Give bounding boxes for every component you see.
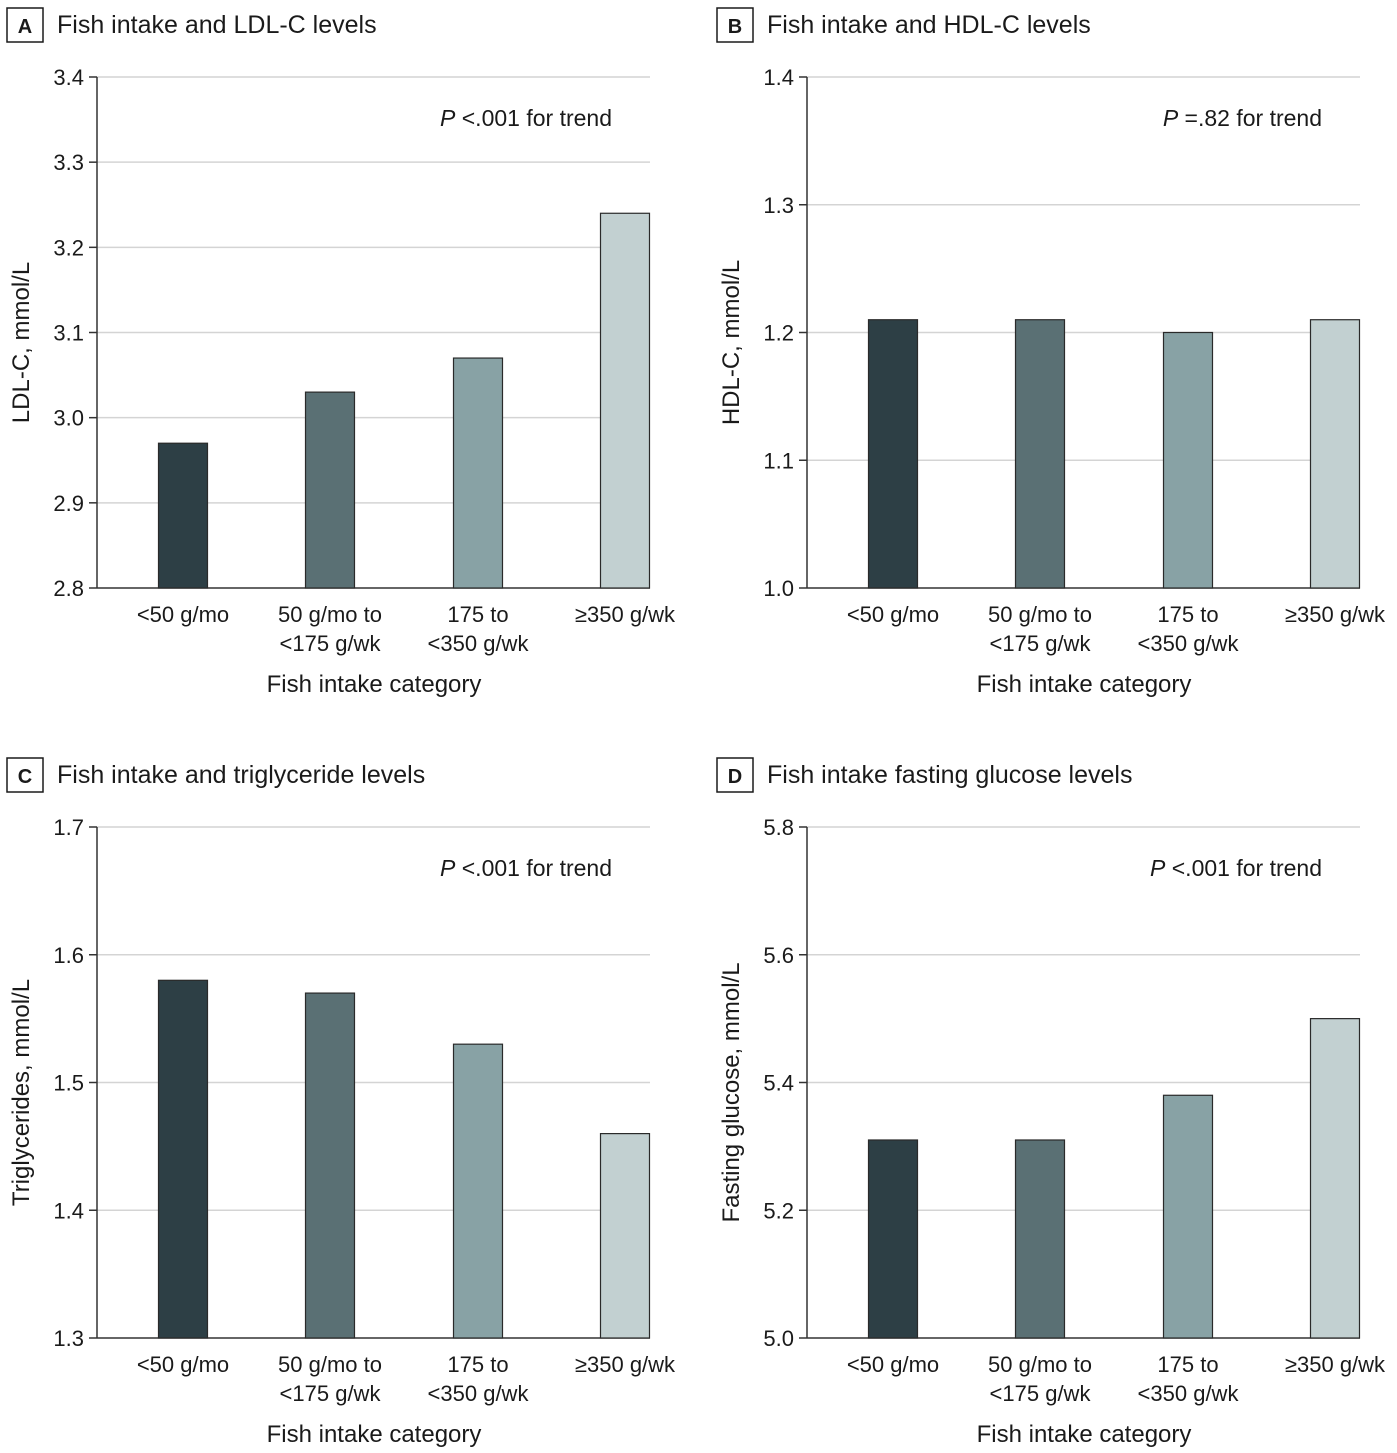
y-tick-label: 3.1	[53, 321, 84, 346]
x-tick-label: ≥350 g/wk	[1285, 602, 1386, 627]
y-tick-label: 1.5	[53, 1071, 84, 1096]
y-tick-label: 1.2	[763, 321, 794, 346]
p-value-annotation: P =.82 for trend	[1163, 105, 1322, 131]
bar	[599, 212, 651, 589]
panel-title: Fish intake and HDL-C levels	[767, 11, 1091, 39]
chart-panel-b: B Fish intake and HDL-C levels 1.0 1.1 1.2 1.…	[716, 7, 1386, 698]
p-value-annotation: P <.001 for trend	[440, 855, 612, 881]
y-tick-label: 1.4	[53, 1198, 84, 1223]
x-tick-label: 175 to <350 g/wk	[428, 1352, 530, 1406]
y-tick-label: 5.2	[763, 1198, 794, 1223]
y-tick-label: 5.8	[763, 815, 794, 840]
x-tick-label: 175 to <350 g/wk	[1138, 602, 1240, 656]
y-tick-label: 3.0	[53, 406, 84, 431]
bar	[304, 992, 356, 1339]
bar	[1162, 1094, 1214, 1339]
bar	[1162, 331, 1214, 589]
y-axis-label: LDL-C, mmol/L	[8, 262, 35, 423]
x-axis-label: Fish intake category	[977, 671, 1192, 698]
bar	[157, 979, 209, 1339]
x-axis-label: Fish intake category	[267, 671, 482, 698]
x-tick-label: ≥350 g/wk	[575, 1352, 676, 1377]
x-tick-label: 175 to <350 g/wk	[428, 602, 530, 656]
bar	[452, 357, 504, 589]
y-tick-label: 1.1	[763, 448, 794, 473]
panel-letter: C	[18, 766, 32, 788]
x-tick-label: 175 to <350 g/wk	[1138, 1352, 1240, 1406]
y-tick-label: 1.4	[763, 65, 794, 90]
chart-panel-c: C Fish intake and triglyceride levels 1.3 1…	[6, 757, 676, 1448]
bar	[452, 1043, 504, 1339]
panel-title: Fish intake and LDL-C levels	[57, 11, 377, 39]
panel-letter-box	[716, 757, 754, 793]
chart-panel-a: A Fish intake and LDL-C levels 2.8 2.9 3.0 3.…	[6, 7, 676, 698]
y-tick-label: 1.3	[763, 193, 794, 218]
y-tick-label: 2.9	[53, 491, 84, 516]
x-tick-label: <50 g/mo	[137, 602, 229, 627]
panel-letter: D	[728, 766, 742, 788]
bar	[867, 1139, 919, 1339]
x-tick-label: <50 g/mo	[847, 1352, 939, 1377]
y-tick-label: 3.4	[53, 65, 84, 90]
bar	[1309, 319, 1361, 589]
y-tick-label: 2.8	[53, 576, 84, 601]
y-tick-label: 5.0	[763, 1326, 794, 1351]
y-axis-label: HDL-C, mmol/L	[718, 260, 745, 425]
panel-title: Fish intake fasting glucose levels	[767, 761, 1132, 789]
x-tick-label: 50 g/mo to <175 g/wk	[988, 1352, 1092, 1406]
chart-panel-d: D Fish intake fasting glucose levels 5.0 5.…	[716, 757, 1386, 1448]
panel-title: Fish intake and triglyceride levels	[57, 761, 425, 789]
bar	[1014, 319, 1066, 589]
x-axis-label: Fish intake category	[977, 1421, 1192, 1448]
x-tick-label: <50 g/mo	[847, 602, 939, 627]
p-value-annotation: P <.001 for trend	[440, 105, 612, 131]
bar	[157, 442, 209, 589]
panel-letter-box	[6, 7, 44, 43]
y-tick-label: 5.4	[763, 1071, 794, 1096]
x-tick-label: ≥350 g/wk	[575, 602, 676, 627]
x-tick-label: 50 g/mo to <175 g/wk	[988, 602, 1092, 656]
y-tick-label: 1.7	[53, 815, 84, 840]
bar	[1309, 1018, 1361, 1339]
y-tick-label: 1.6	[53, 943, 84, 968]
y-tick-label: 1.0	[763, 576, 794, 601]
x-tick-label: <50 g/mo	[137, 1352, 229, 1377]
bar	[867, 319, 919, 589]
x-axis-label: Fish intake category	[267, 1421, 482, 1448]
panel-letter: B	[728, 16, 742, 38]
panel-letter-box	[6, 757, 44, 793]
p-value-annotation: P <.001 for trend	[1150, 855, 1322, 881]
bar	[304, 391, 356, 589]
x-tick-label: ≥350 g/wk	[1285, 1352, 1386, 1377]
x-tick-label: 50 g/mo to <175 g/wk	[278, 602, 382, 656]
y-tick-label: 1.3	[53, 1326, 84, 1351]
y-axis-label: Triglycerides, mmol/L	[8, 979, 35, 1206]
y-tick-label: 5.6	[763, 943, 794, 968]
y-axis-label: Fasting glucose, mmol/L	[718, 962, 745, 1222]
panel-letter: A	[18, 16, 32, 38]
x-tick-label: 50 g/mo to <175 g/wk	[278, 1352, 382, 1406]
y-tick-label: 3.2	[53, 235, 84, 260]
bar	[599, 1133, 651, 1339]
bar	[1014, 1139, 1066, 1339]
y-tick-label: 3.3	[53, 150, 84, 175]
panel-letter-box	[716, 7, 754, 43]
